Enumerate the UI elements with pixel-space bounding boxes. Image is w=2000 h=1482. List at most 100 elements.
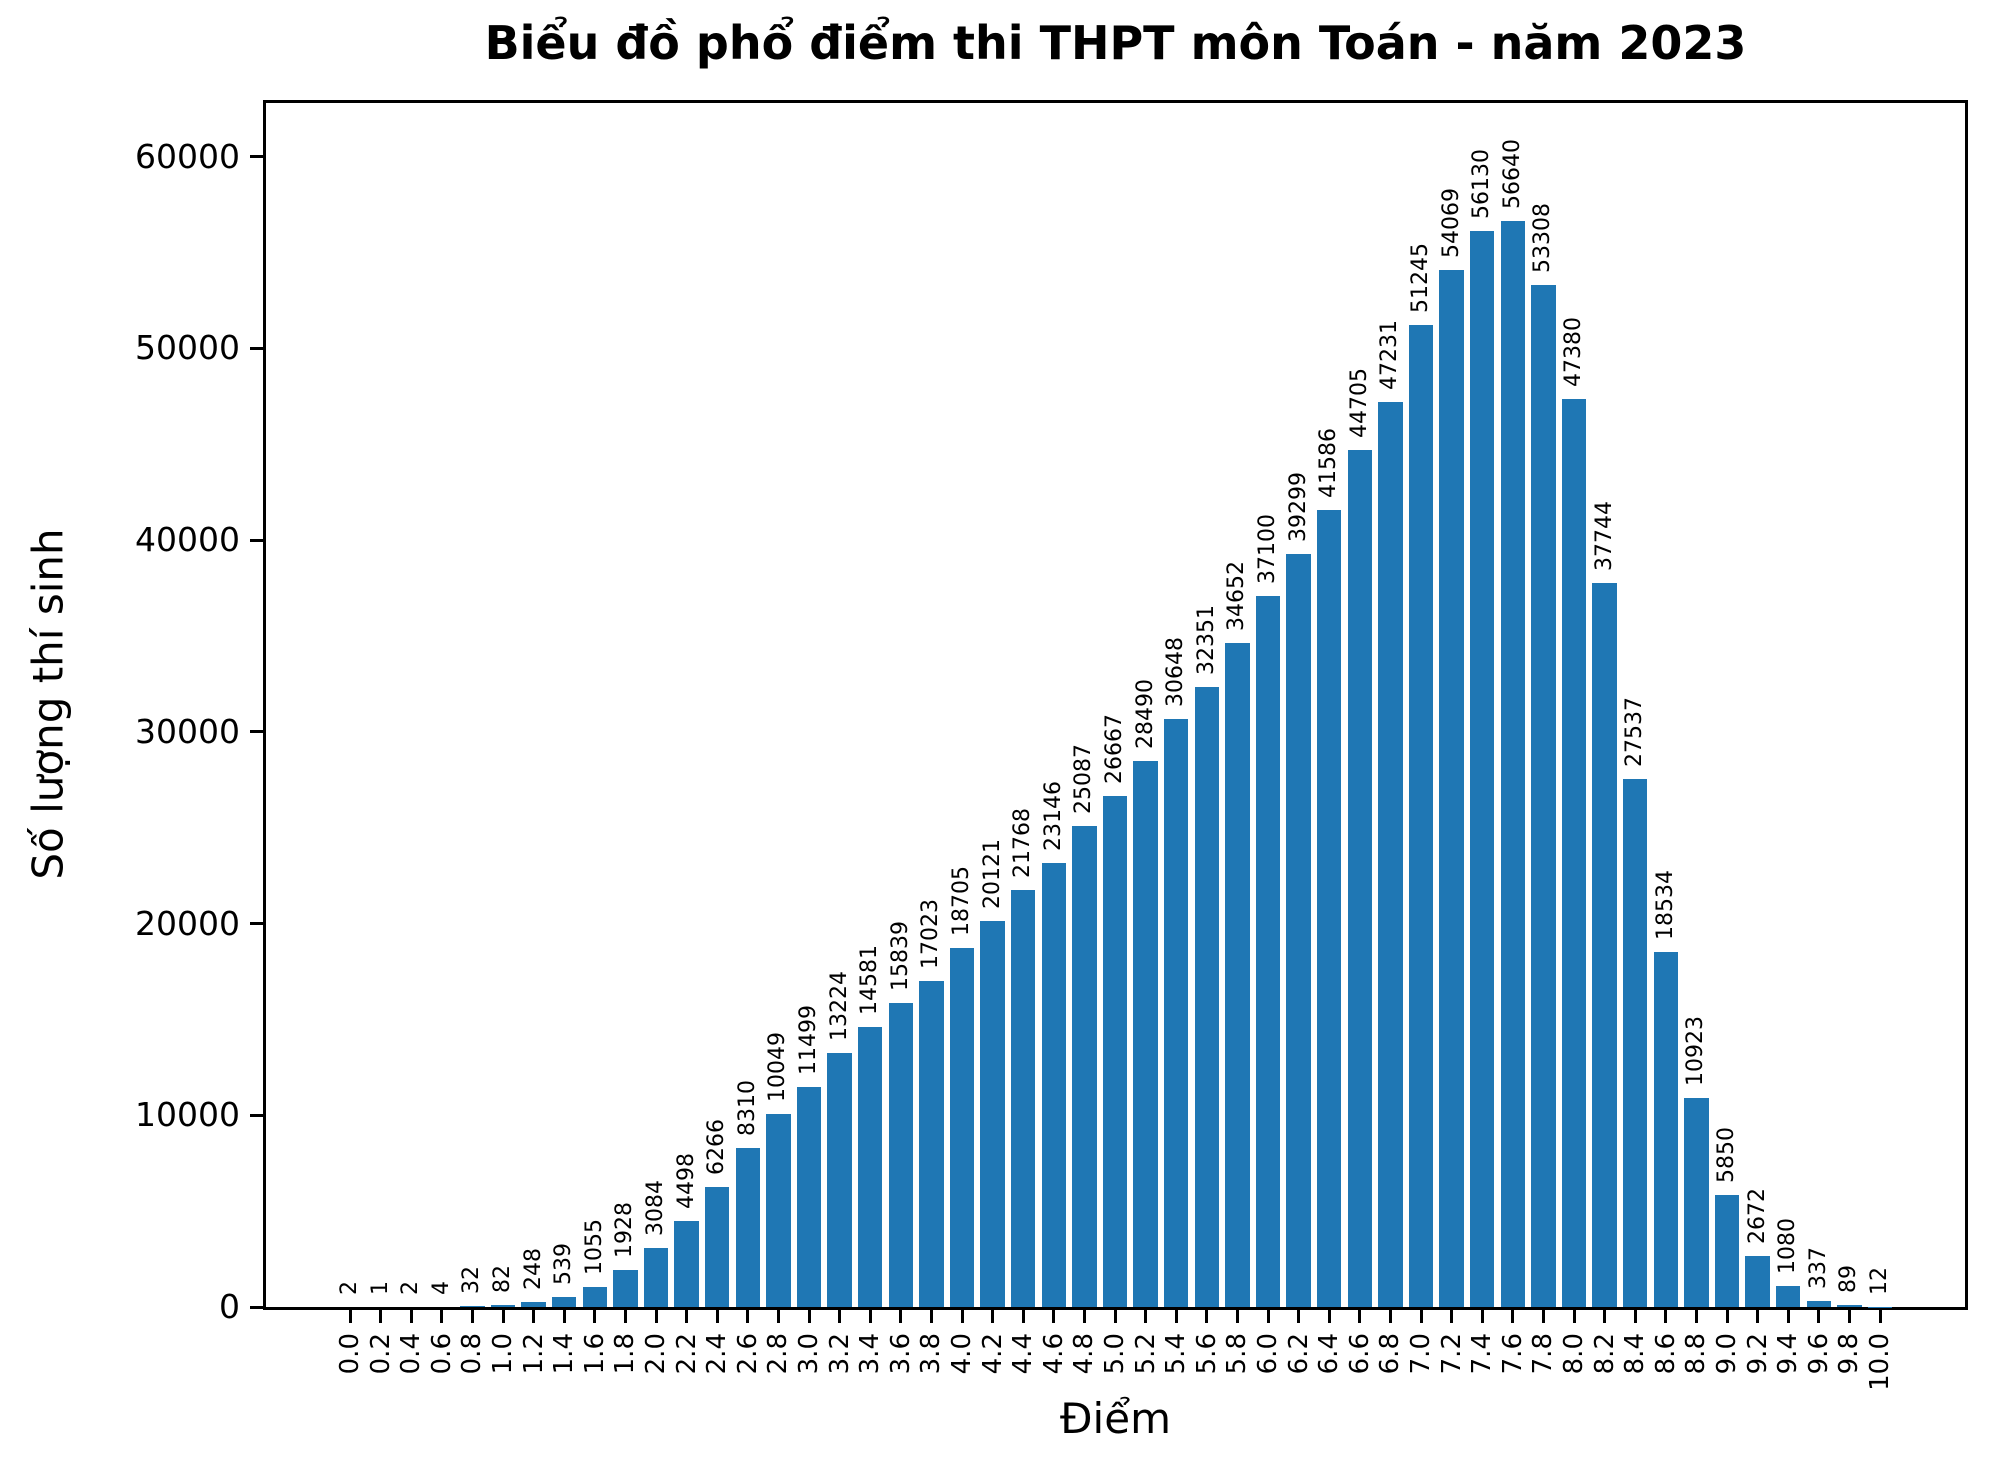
bar-value-label: 34652	[1224, 560, 1250, 631]
x-tick-mark	[1297, 1310, 1301, 1323]
x-tick-label: 2.6	[732, 1333, 763, 1375]
bar	[460, 1306, 485, 1307]
x-tick-mark	[501, 1310, 505, 1323]
x-tick-mark	[1664, 1310, 1668, 1323]
bar-value-label: 47380	[1561, 316, 1586, 387]
x-tick-mark	[1052, 1310, 1056, 1323]
x-tick-label: 2.4	[702, 1333, 733, 1375]
bar	[1531, 284, 1556, 1307]
bar	[1072, 826, 1097, 1307]
x-tick-label: 9.8	[1834, 1333, 1865, 1375]
bar-value-label: 37100	[1255, 513, 1280, 584]
x-tick-label: 6.4	[1314, 1333, 1345, 1375]
x-tick-label: 9.2	[1742, 1333, 1773, 1375]
bar-value-label: 14581	[857, 945, 883, 1016]
bar	[1500, 221, 1526, 1307]
bar-value-label: 1	[367, 1280, 393, 1295]
bar	[674, 1220, 699, 1307]
x-tick-label: 3.2	[824, 1333, 855, 1375]
bar	[643, 1247, 669, 1307]
bar-value-label: 10923	[1683, 1015, 1709, 1086]
bar-value-label: 51245	[1408, 242, 1433, 313]
bar	[490, 1305, 516, 1307]
x-tick-mark	[1541, 1310, 1545, 1323]
bar	[1622, 779, 1648, 1307]
y-tick-mark	[250, 922, 263, 926]
x-tick-mark	[1756, 1310, 1760, 1323]
x-tick-label: 8.8	[1681, 1333, 1712, 1375]
x-tick-mark	[1235, 1310, 1239, 1323]
bar	[1347, 449, 1373, 1307]
bar	[1684, 1097, 1709, 1307]
bar	[980, 921, 1005, 1307]
x-tick-label: 6.8	[1375, 1333, 1406, 1375]
bar	[1194, 686, 1220, 1307]
x-tick-mark	[1847, 1310, 1851, 1323]
bar-value-label: 20121	[979, 839, 1005, 910]
bar-value-label: 1055	[581, 1218, 607, 1275]
bar	[1378, 401, 1403, 1307]
x-tick-label: 8.0	[1559, 1333, 1589, 1375]
bar	[521, 1302, 546, 1307]
x-tick-label: 0.0	[335, 1333, 365, 1375]
x-tick-label: 7.4	[1467, 1333, 1498, 1375]
x-tick-label: 10.0	[1865, 1333, 1895, 1391]
bar	[704, 1186, 730, 1307]
x-tick-mark	[1450, 1310, 1454, 1323]
bar	[796, 1086, 822, 1307]
x-axis-label: Điểm	[1060, 1394, 1171, 1443]
x-tick-mark	[1786, 1310, 1790, 1323]
bar	[1163, 719, 1189, 1307]
x-tick-label: 3.6	[885, 1333, 916, 1375]
x-tick-label: 7.0	[1406, 1333, 1436, 1375]
x-tick-mark	[1572, 1310, 1576, 1323]
bar-value-label: 32351	[1193, 604, 1219, 675]
bar-value-label: 337	[1805, 1246, 1831, 1289]
y-tick-label: 40000	[135, 520, 240, 560]
x-tick-label: 0.2	[365, 1333, 396, 1375]
x-tick-label: 6.6	[1344, 1333, 1375, 1375]
bar-value-label: 27537	[1622, 697, 1648, 768]
x-tick-mark	[1725, 1310, 1729, 1323]
bar	[735, 1147, 761, 1307]
x-tick-mark	[623, 1310, 627, 1323]
bar	[582, 1286, 608, 1307]
bar-value-label: 3084	[643, 1179, 668, 1236]
x-tick-mark	[807, 1310, 811, 1323]
bar	[857, 1027, 883, 1307]
plot-area-frame	[263, 100, 1968, 1310]
bar-value-label: 56130	[1469, 148, 1495, 219]
bar	[1133, 760, 1158, 1307]
x-tick-mark	[379, 1310, 383, 1323]
x-tick-label: 9.6	[1803, 1333, 1834, 1375]
x-tick-mark	[1327, 1310, 1331, 1323]
x-tick-mark	[838, 1310, 842, 1323]
bar	[1408, 324, 1434, 1307]
x-tick-mark	[991, 1310, 995, 1323]
bar-value-label: 539	[551, 1242, 577, 1285]
bar	[1286, 553, 1311, 1307]
x-tick-mark	[1419, 1310, 1423, 1323]
x-tick-mark	[1113, 1310, 1117, 1323]
x-tick-mark	[348, 1310, 352, 1323]
bar	[888, 1003, 914, 1307]
x-tick-mark	[1694, 1310, 1698, 1323]
bar	[1806, 1300, 1832, 1307]
y-tick-label: 10000	[135, 1095, 240, 1135]
bar-value-label: 41586	[1316, 427, 1342, 498]
bar-value-label: 1928	[612, 1202, 638, 1259]
bar-value-label: 248	[520, 1248, 546, 1291]
x-tick-label: 8.6	[1650, 1333, 1681, 1375]
bar	[827, 1053, 852, 1307]
y-tick-mark	[250, 1305, 263, 1309]
bar-value-label: 10049	[765, 1032, 791, 1103]
bar-value-label: 30648	[1163, 637, 1189, 708]
chart-title: Biểu đồ phổ điểm thi THPT môn Toán - năm…	[484, 16, 1747, 70]
y-tick-mark	[250, 538, 263, 542]
x-tick-label: 0.4	[396, 1333, 427, 1375]
x-tick-mark	[1480, 1310, 1484, 1323]
bar	[613, 1270, 638, 1307]
x-tick-label: 7.8	[1528, 1333, 1559, 1375]
x-tick-label: 6.0	[1253, 1333, 1283, 1375]
